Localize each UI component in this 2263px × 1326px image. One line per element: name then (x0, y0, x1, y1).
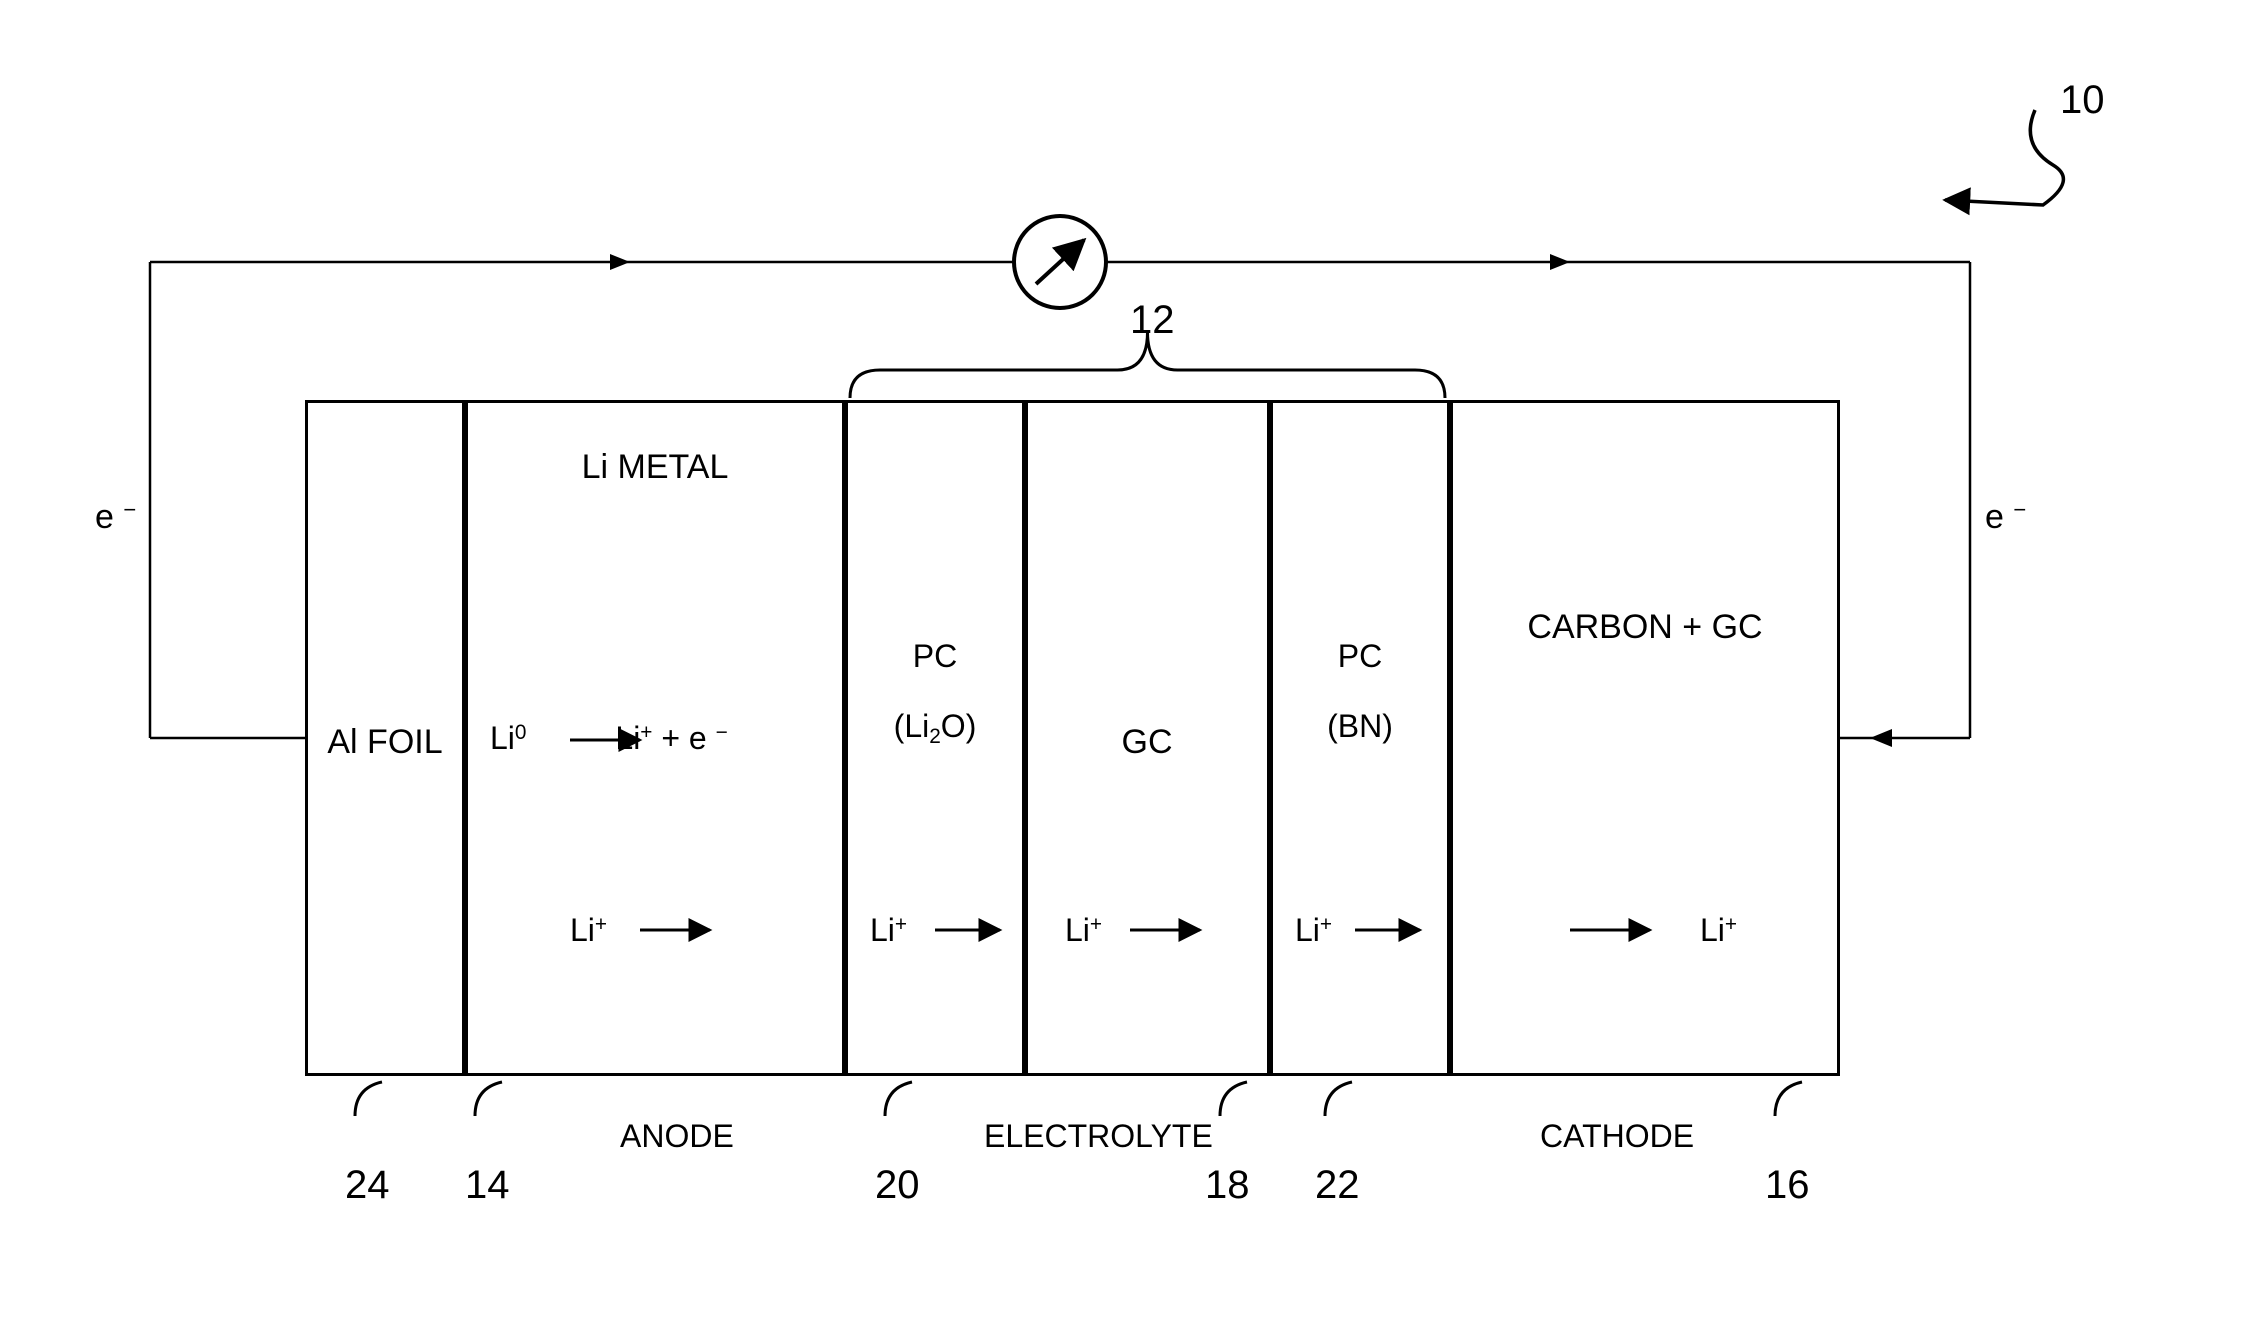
tick-r22 (1325, 1082, 1352, 1116)
label-gc: GC (1122, 725, 1173, 759)
label-pc2-line2: (BN) (1327, 710, 1393, 742)
label-anode-reaction: Li0 Li+ + e − (490, 722, 728, 754)
tick-r14 (475, 1082, 502, 1116)
label-carbon-gc: CARBON + GC (1527, 610, 1762, 644)
label-electron-left: e − (95, 500, 136, 534)
refnum-16: 16 (1765, 1165, 1810, 1205)
label-bottom-anode: ANODE (620, 1120, 734, 1152)
label-ion-gc: Li+ (1065, 914, 1102, 946)
refnum-12: 12 (1130, 300, 1175, 340)
tick-r20 (885, 1082, 912, 1116)
label-li-metal: Li METAL (582, 450, 729, 484)
refnum-14: 14 (465, 1165, 510, 1205)
tick-r24 (355, 1082, 382, 1116)
label-al-foil: Al FOIL (327, 725, 442, 759)
label-electron-right: e − (1985, 500, 2026, 534)
label-bottom-cathode: CATHODE (1540, 1120, 1694, 1152)
label-ion-pc1: Li+ (870, 914, 907, 946)
refnum-10: 10 (2060, 80, 2105, 120)
arrow-ref10 (1945, 110, 2063, 205)
refnum-24: 24 (345, 1165, 390, 1205)
meter-circle (1014, 216, 1106, 308)
label-pc1-line1: PC (913, 640, 957, 672)
cell-cathode (1450, 400, 1840, 1076)
meter-needle (1036, 240, 1084, 284)
arrow-top-2 (1550, 254, 1570, 270)
label-pc2-line1: PC (1338, 640, 1382, 672)
arrow-top-1 (610, 254, 630, 270)
label-ion-anode: Li+ (570, 914, 607, 946)
tick-r18 (1220, 1082, 1247, 1116)
diagram-canvas: Al FOIL Li METAL Li0 Li+ + e − PC (Li2O) GC PC… (0, 0, 2263, 1326)
label-ion-pc2: Li+ (1295, 914, 1332, 946)
refnum-22: 22 (1315, 1165, 1360, 1205)
label-pc1-line2: (Li2O) (894, 710, 977, 742)
refnum-18: 18 (1205, 1165, 1250, 1205)
arrow-into-cathode (1870, 729, 1892, 747)
refnum-20: 20 (875, 1165, 920, 1205)
tick-r16 (1775, 1082, 1802, 1116)
label-ion-cath: Li+ (1700, 914, 1737, 946)
label-bottom-electrolyte: ELECTROLYTE (984, 1120, 1213, 1152)
